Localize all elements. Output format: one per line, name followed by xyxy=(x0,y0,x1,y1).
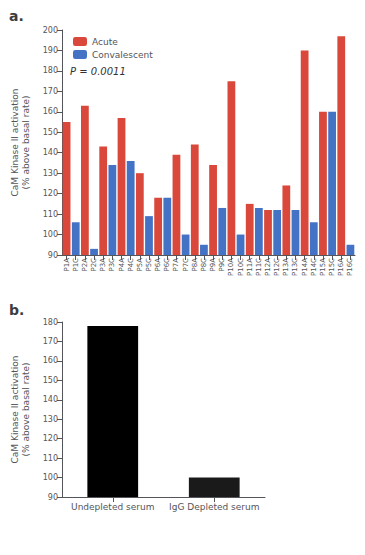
svg-text:P12A: P12A xyxy=(264,258,272,276)
svg-text:P15A: P15A xyxy=(319,258,327,276)
svg-text:P7A: P7A xyxy=(172,258,180,272)
svg-text:170: 170 xyxy=(43,337,58,346)
svg-text:160: 160 xyxy=(43,356,58,365)
svg-text:P1A: P1A xyxy=(63,258,71,272)
svg-text:P12C: P12C xyxy=(273,258,281,276)
svg-text:(% above basal rate): (% above basal rate) xyxy=(21,96,31,190)
svg-text:130: 130 xyxy=(43,415,58,424)
svg-text:P15C: P15C xyxy=(328,258,336,276)
svg-text:150: 150 xyxy=(43,128,58,137)
svg-text:90: 90 xyxy=(48,251,58,260)
svg-text:100: 100 xyxy=(43,473,58,482)
svg-text:Convalescent: Convalescent xyxy=(92,50,153,60)
svg-text:150: 150 xyxy=(43,376,58,385)
svg-text:P11A: P11A xyxy=(246,258,254,276)
svg-text:P2A: P2A xyxy=(81,258,89,272)
svg-text:140: 140 xyxy=(43,148,58,157)
svg-text:b.: b. xyxy=(9,302,24,318)
svg-text:CaM Kinase II activation: CaM Kinase II activation xyxy=(10,356,20,464)
svg-text:P4C: P4C xyxy=(127,258,135,272)
svg-text:P16A: P16A xyxy=(337,258,345,276)
svg-text:P6A: P6A xyxy=(154,258,162,272)
svg-text:a.: a. xyxy=(9,8,24,24)
svg-text:180: 180 xyxy=(43,66,58,75)
svg-text:P16C: P16C xyxy=(346,258,354,276)
svg-text:P5C: P5C xyxy=(145,258,153,272)
svg-text:P7C: P7C xyxy=(182,258,190,272)
svg-text:P3A: P3A xyxy=(99,258,107,272)
svg-text:P9A: P9A xyxy=(209,258,217,272)
svg-text:P13A: P13A xyxy=(282,258,290,276)
svg-text:170: 170 xyxy=(43,87,58,96)
svg-text:P10C: P10C xyxy=(237,258,245,276)
svg-text:Acute: Acute xyxy=(92,37,118,47)
svg-text:100: 100 xyxy=(43,230,58,239)
svg-text:P11C: P11C xyxy=(255,258,263,276)
svg-text:120: 120 xyxy=(43,189,58,198)
svg-text:P8C: P8C xyxy=(200,258,208,272)
svg-text:110: 110 xyxy=(43,210,58,219)
svg-text:P14C: P14C xyxy=(310,258,318,276)
svg-text:P5A: P5A xyxy=(136,258,144,272)
svg-text:P10A: P10A xyxy=(227,258,235,276)
svg-text:CaM Kinase II activation: CaM Kinase II activation xyxy=(10,89,20,197)
svg-text:90: 90 xyxy=(48,493,58,502)
svg-text:110: 110 xyxy=(43,454,58,463)
svg-text:190: 190 xyxy=(43,46,58,55)
svg-text:130: 130 xyxy=(43,169,58,178)
svg-text:P13C: P13C xyxy=(291,258,299,276)
svg-text:P4A: P4A xyxy=(118,258,126,272)
svg-text:P6C: P6C xyxy=(163,258,171,272)
svg-text:P3C: P3C xyxy=(108,258,116,272)
svg-text:140: 140 xyxy=(43,395,58,404)
svg-text:P8A: P8A xyxy=(191,258,199,272)
svg-text:(% above basal rate): (% above basal rate) xyxy=(21,363,31,457)
svg-text:P2C: P2C xyxy=(90,258,98,272)
svg-text:P14A: P14A xyxy=(301,258,309,276)
svg-text:160: 160 xyxy=(43,107,58,116)
svg-text:120: 120 xyxy=(43,434,58,443)
svg-text:P1C: P1C xyxy=(72,258,80,272)
svg-text:P9C: P9C xyxy=(218,258,226,272)
svg-text:200: 200 xyxy=(43,26,58,35)
svg-text:IgG Depleted serum: IgG Depleted serum xyxy=(169,502,259,512)
svg-text:180: 180 xyxy=(43,318,58,327)
svg-text:P = 0.0011: P = 0.0011 xyxy=(70,66,126,77)
svg-text:Undepleted serum: Undepleted serum xyxy=(71,502,154,512)
